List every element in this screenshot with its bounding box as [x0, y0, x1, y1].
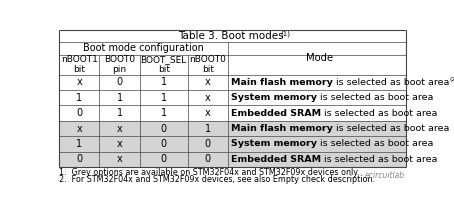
Text: 2.  For STM32F04x and STM32F09x devices, see also Empty check description.: 2. For STM32F04x and STM32F09x devices, … [59, 175, 375, 184]
Text: x: x [117, 139, 123, 149]
Text: 0: 0 [161, 139, 167, 149]
Text: Mode: Mode [306, 54, 333, 63]
Text: System memory: System memory [231, 93, 317, 102]
Bar [59, 136, 406, 152]
Text: 0: 0 [117, 77, 123, 87]
Text: is selected as boot area: is selected as boot area [317, 93, 434, 102]
Bar [59, 106, 406, 121]
Bar [59, 121, 406, 136]
Text: is selected as boot area: is selected as boot area [321, 155, 438, 164]
Text: Embedded SRAM: Embedded SRAM [231, 155, 321, 164]
Text: x: x [76, 123, 82, 134]
Text: 0: 0 [161, 123, 167, 134]
Text: Embedded SRAM: Embedded SRAM [231, 109, 321, 118]
Text: System memory: System memory [231, 139, 317, 149]
Text: BOOT_SEL
bit: BOOT_SEL bit [141, 55, 187, 74]
Text: (1): (1) [281, 31, 291, 37]
Text: 1: 1 [161, 108, 167, 118]
Text: x: x [117, 123, 123, 134]
Text: is selected as boot area: is selected as boot area [317, 139, 434, 149]
Text: x: x [205, 108, 211, 118]
Text: 0: 0 [76, 154, 82, 164]
Text: 1: 1 [161, 93, 167, 103]
Text: 1.  Grey options are available on STM32F04x and STM32F09x devices only.: 1. Grey options are available on STM32F0… [59, 168, 360, 177]
Text: Main flash memory: Main flash memory [231, 124, 333, 133]
Text: nBOOT1
bit: nBOOT1 bit [61, 55, 98, 74]
Text: 1: 1 [205, 123, 211, 134]
Text: nBOOT0
bit: nBOOT0 bit [189, 55, 226, 74]
Text: BOOT0
pin: BOOT0 pin [104, 55, 135, 74]
Text: Main flash memory: Main flash memory [231, 78, 333, 87]
Bar [59, 55, 406, 75]
Bar [228, 42, 406, 55]
Text: x: x [205, 93, 211, 103]
Text: x: x [76, 77, 82, 87]
Text: is selected as boot area: is selected as boot area [321, 109, 438, 118]
Bar [59, 42, 228, 55]
Text: x: x [117, 154, 123, 164]
Text: x: x [205, 77, 211, 87]
Bar [59, 75, 406, 90]
Text: 0: 0 [205, 154, 211, 164]
Text: 1: 1 [117, 108, 123, 118]
Text: (2): (2) [449, 77, 454, 82]
Text: is selected as boot area: is selected as boot area [333, 78, 449, 87]
Text: ecircuitlab: ecircuitlab [365, 171, 405, 180]
Text: is selected as boot area: is selected as boot area [333, 124, 449, 133]
Text: 0: 0 [76, 108, 82, 118]
Bar [59, 152, 406, 167]
Bar [59, 90, 406, 106]
Text: 1: 1 [117, 93, 123, 103]
Text: Boot mode configuration: Boot mode configuration [83, 43, 204, 54]
Text: 1: 1 [76, 139, 82, 149]
Text: 0: 0 [161, 154, 167, 164]
Text: 0: 0 [205, 139, 211, 149]
Text: 1: 1 [161, 77, 167, 87]
Text: 1: 1 [76, 93, 82, 103]
Bar [59, 30, 406, 42]
Text: Table 3. Boot modes: Table 3. Boot modes [178, 31, 287, 41]
